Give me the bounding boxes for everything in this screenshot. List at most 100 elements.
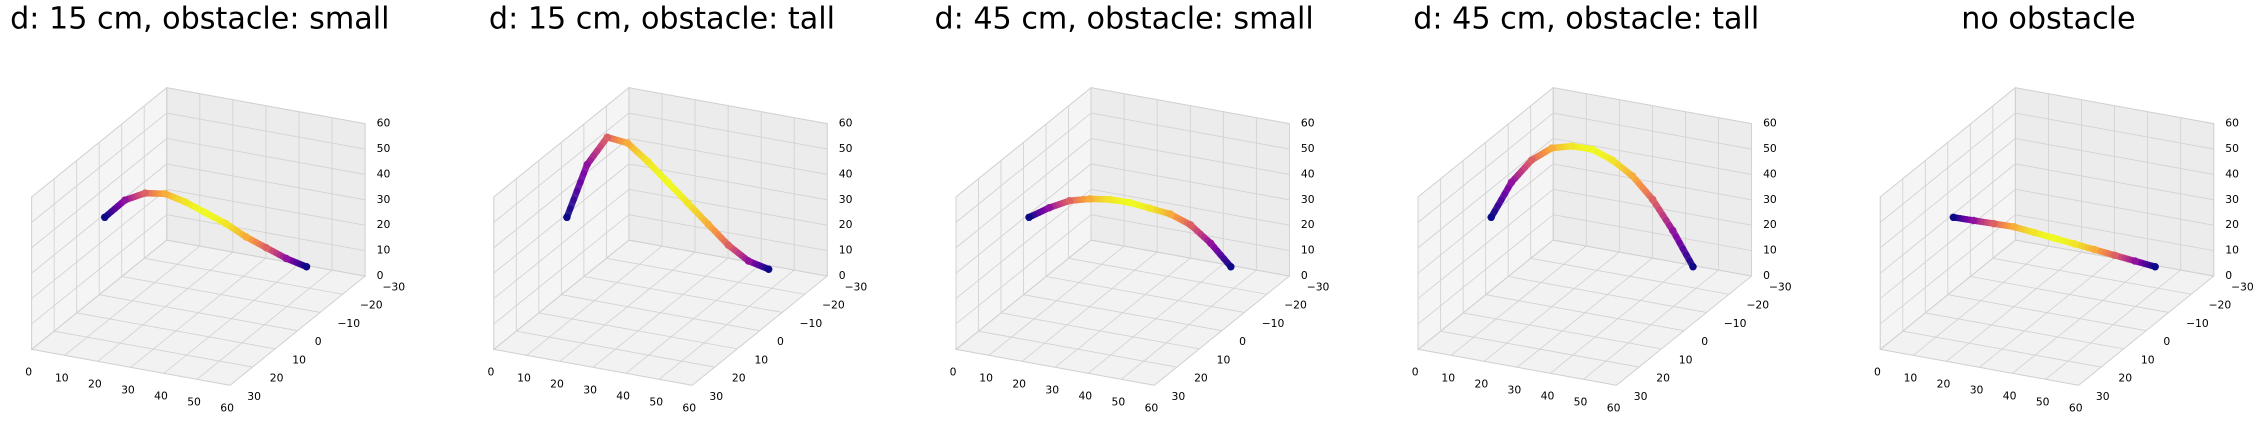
trajectory-point xyxy=(302,262,311,271)
z-grid-line xyxy=(493,188,630,299)
trajectory-point xyxy=(1025,213,1033,222)
trajectory-point xyxy=(2070,240,2079,248)
z-grid-line xyxy=(1553,163,1752,201)
z-grid-line xyxy=(31,87,168,198)
y-tick-label: −20 xyxy=(2208,299,2231,312)
y-grid-line xyxy=(54,330,253,368)
z-grid-line xyxy=(1553,239,1752,277)
trajectory-point xyxy=(1628,172,1637,180)
y-grid-line xyxy=(1068,257,1267,295)
y-grid-line xyxy=(121,276,321,313)
z-grid-line xyxy=(166,112,366,150)
y-tick-label: 0 xyxy=(315,335,322,348)
y-tick-label: 30 xyxy=(709,390,723,403)
x-tick-label: 10 xyxy=(979,371,993,384)
z-tick-label: 60 xyxy=(377,117,391,130)
trajectory-point xyxy=(121,196,129,204)
z-grid-line xyxy=(166,188,366,226)
trajectory-point xyxy=(2151,262,2159,271)
z-grid-line xyxy=(1090,163,1290,201)
z-grid-line xyxy=(1417,239,1554,350)
z-grid-line xyxy=(628,188,828,226)
y-grid-line xyxy=(76,312,276,350)
y-grid-line xyxy=(1485,294,1685,332)
trajectory-point xyxy=(1206,239,1215,247)
z-tick-label: 50 xyxy=(839,142,853,155)
z-grid-line xyxy=(166,87,366,125)
x-tick-label: 20 xyxy=(550,377,564,390)
trajectory-point xyxy=(2050,234,2058,242)
z-grid-line xyxy=(1553,188,1752,226)
trajectory-point xyxy=(1166,210,1175,218)
trajectory-point xyxy=(2010,223,2018,231)
y-tick-label: −30 xyxy=(1769,281,1792,294)
y-tick-label: −30 xyxy=(1307,281,1330,294)
trajectory-point xyxy=(1507,178,1516,187)
y-grid-line xyxy=(1992,257,2192,295)
y-grid-line xyxy=(1463,312,1662,350)
x-tick-label: 30 xyxy=(1970,383,1984,396)
y-tick-label: −10 xyxy=(1724,317,1747,330)
z-grid-line xyxy=(166,163,366,201)
x-tick-label: 50 xyxy=(649,395,663,408)
trajectory-point xyxy=(664,178,672,187)
y-tick-label: 20 xyxy=(2118,372,2132,385)
z-grid-line xyxy=(1090,138,1290,175)
x-tick-label: 40 xyxy=(616,389,630,402)
z-tick-label: 30 xyxy=(839,193,853,206)
z-grid-line xyxy=(955,239,1092,350)
trajectory-point xyxy=(222,219,230,228)
x-tick-label: 0 xyxy=(950,365,957,378)
trajectory-point xyxy=(603,133,611,142)
y-grid-line xyxy=(538,312,738,350)
y-grid-line xyxy=(1418,348,1617,386)
subplot-title: no obstacle xyxy=(1961,2,2135,37)
z-grid-line xyxy=(493,239,630,350)
z-grid-line xyxy=(1879,214,2016,325)
trajectory-point xyxy=(1568,142,1576,150)
z-grid-line xyxy=(31,214,168,325)
z-grid-line xyxy=(493,163,630,274)
z-grid-line xyxy=(1417,188,1554,299)
trajectory-point xyxy=(1045,204,1053,212)
z-grid-line xyxy=(1090,87,1290,125)
y-tick-label: 20 xyxy=(1194,372,1208,385)
z-grid-line xyxy=(1090,188,1290,226)
z-grid-line xyxy=(493,112,630,223)
y-tick-label: 20 xyxy=(270,372,284,385)
z-grid-line xyxy=(1879,138,2016,249)
y-grid-line xyxy=(1970,276,2169,313)
z-grid-line xyxy=(628,163,828,201)
y-tick-label: 30 xyxy=(1634,390,1648,403)
trajectory-point xyxy=(1969,216,1978,225)
z-tick-label: 0 xyxy=(839,269,846,282)
z-grid-line xyxy=(1417,87,1554,198)
z-grid-line xyxy=(1417,214,1554,325)
x-tick-label: 50 xyxy=(2036,395,2050,408)
z-grid-line xyxy=(955,138,1092,249)
z-tick-label: 40 xyxy=(2225,167,2239,180)
y-tick-label: 10 xyxy=(1679,353,1693,366)
y-tick-label: 10 xyxy=(754,353,768,366)
trajectory-point xyxy=(1487,213,1495,222)
trajectory-point xyxy=(282,254,291,263)
subplot-title: d: 45 cm, obstacle: tall xyxy=(1413,2,1759,37)
y-tick-label: 20 xyxy=(732,372,746,385)
z-grid-line xyxy=(628,239,828,277)
trajectory-point xyxy=(724,241,733,249)
y-grid-line xyxy=(1530,257,1730,295)
trajectory-point xyxy=(2131,257,2139,265)
z-grid-line xyxy=(1090,112,1290,150)
y-grid-line xyxy=(606,257,805,295)
trajectory-point xyxy=(262,243,270,252)
y-tick-label: 10 xyxy=(292,353,306,366)
z-grid-line xyxy=(166,138,366,175)
y-tick-label: −20 xyxy=(1284,299,1307,312)
y-tick-label: 20 xyxy=(1656,372,1670,385)
z-grid-line xyxy=(31,188,168,299)
z-grid-line xyxy=(1553,214,1752,252)
z-grid-line xyxy=(2015,188,2214,226)
y-tick-label: −10 xyxy=(1262,317,1285,330)
y-grid-line xyxy=(1440,330,1640,368)
z-grid-line xyxy=(955,163,1092,274)
